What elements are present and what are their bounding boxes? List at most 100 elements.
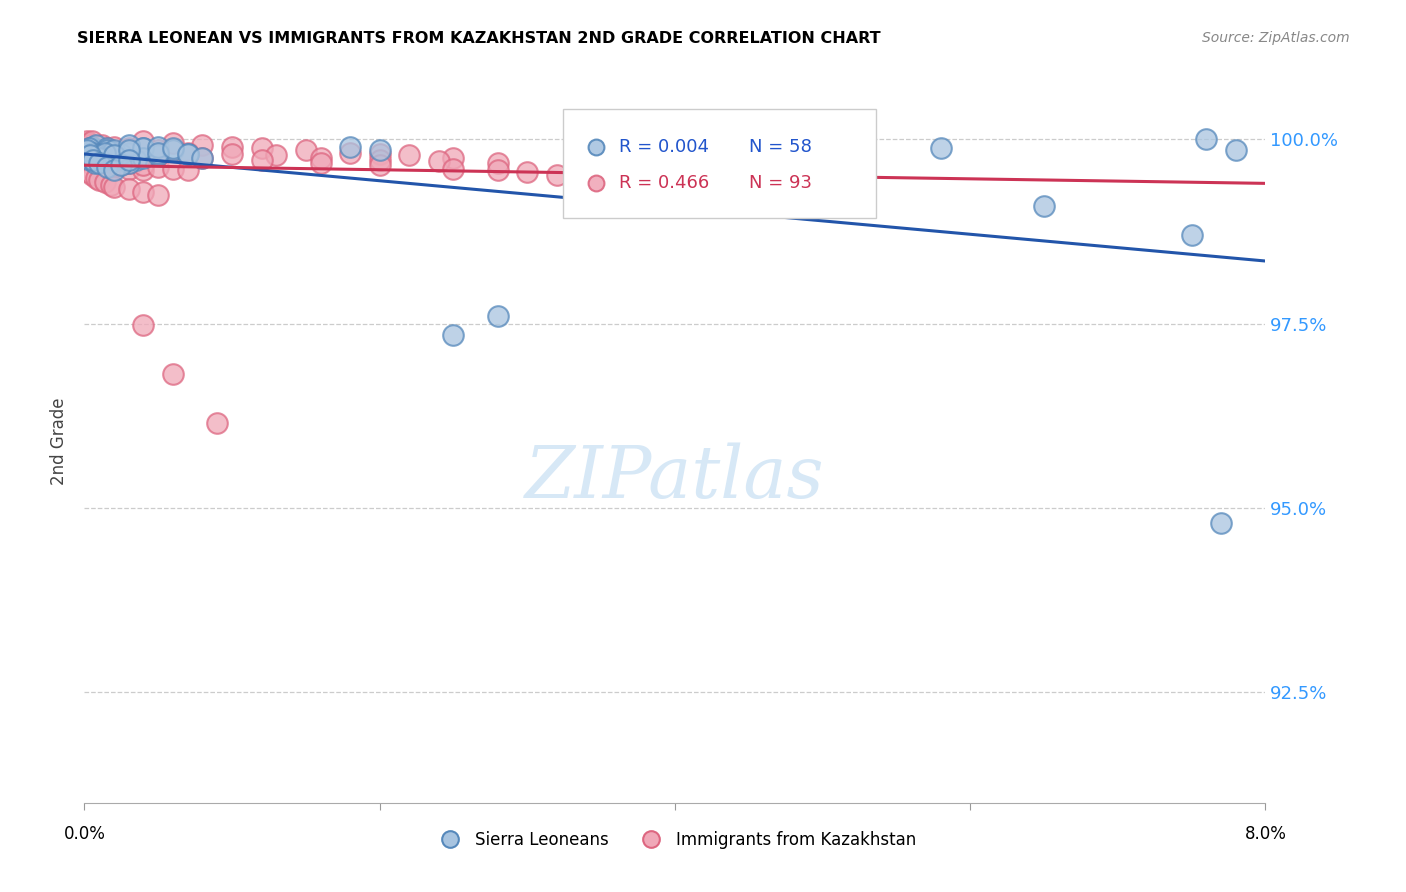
Point xyxy=(76,144,98,158)
Point xyxy=(87,156,111,170)
Y-axis label: 2nd Grade: 2nd Grade xyxy=(51,398,69,485)
Point xyxy=(76,134,98,148)
Point xyxy=(87,147,111,161)
Point xyxy=(118,144,141,158)
Point xyxy=(94,145,117,160)
Point xyxy=(443,151,465,165)
Legend: Sierra Leoneans, Immigrants from Kazakhstan: Sierra Leoneans, Immigrants from Kazakhs… xyxy=(427,824,922,856)
Point xyxy=(79,138,101,153)
Point xyxy=(80,147,103,161)
Point xyxy=(79,148,101,162)
Point xyxy=(250,153,273,167)
Point xyxy=(103,180,125,194)
Point xyxy=(84,138,107,153)
Point xyxy=(96,145,118,160)
Point xyxy=(162,144,184,158)
Point xyxy=(82,148,104,162)
Point xyxy=(82,145,104,160)
Point xyxy=(929,141,952,155)
Point xyxy=(103,139,125,153)
Point xyxy=(103,154,125,169)
Point xyxy=(80,134,103,148)
Point xyxy=(1033,199,1056,213)
Point xyxy=(91,151,114,165)
Point xyxy=(221,139,243,153)
Point xyxy=(132,141,155,155)
Point xyxy=(1181,228,1204,243)
Point xyxy=(309,151,332,165)
Point xyxy=(91,138,114,153)
Text: ZIPatlas: ZIPatlas xyxy=(524,442,825,513)
Point xyxy=(148,144,170,158)
Point xyxy=(79,145,101,160)
Point xyxy=(132,134,155,148)
Point xyxy=(110,148,132,162)
Point xyxy=(91,165,114,179)
Point xyxy=(1195,132,1218,146)
Point xyxy=(103,161,125,175)
Point xyxy=(132,186,155,200)
Text: 8.0%: 8.0% xyxy=(1244,825,1286,843)
Point xyxy=(250,141,273,155)
Point xyxy=(83,145,105,160)
Point xyxy=(118,153,141,167)
Point xyxy=(118,156,141,170)
Point xyxy=(118,182,141,196)
Point xyxy=(177,147,200,161)
Point xyxy=(84,151,107,165)
Point xyxy=(177,147,200,161)
Point xyxy=(91,151,114,165)
Point xyxy=(96,141,118,155)
Point xyxy=(118,138,141,153)
Point xyxy=(100,148,122,162)
Text: R = 0.004: R = 0.004 xyxy=(620,137,710,156)
Point xyxy=(148,139,170,153)
Point xyxy=(79,156,101,170)
Point xyxy=(96,161,118,175)
Point xyxy=(177,163,200,178)
Text: R = 0.466: R = 0.466 xyxy=(620,174,710,192)
Point xyxy=(148,145,170,160)
Point xyxy=(177,145,200,160)
Point xyxy=(82,158,104,172)
Point xyxy=(103,148,125,162)
Point xyxy=(110,147,132,161)
Point xyxy=(96,163,118,178)
Point xyxy=(110,151,132,165)
Point xyxy=(1211,516,1233,530)
Point xyxy=(368,147,391,161)
Text: N = 58: N = 58 xyxy=(749,137,813,156)
Point xyxy=(80,168,103,182)
Point xyxy=(82,139,104,153)
Point xyxy=(132,141,155,155)
Point xyxy=(148,148,170,162)
Point xyxy=(427,154,450,169)
Point xyxy=(148,187,170,202)
Point xyxy=(87,141,111,155)
Point xyxy=(162,161,184,176)
Text: N = 93: N = 93 xyxy=(749,174,813,192)
Point xyxy=(546,168,568,182)
Point xyxy=(79,145,101,160)
Point xyxy=(368,153,391,167)
Point xyxy=(87,154,111,169)
Point xyxy=(96,153,118,167)
Point xyxy=(132,318,155,332)
Point xyxy=(79,153,101,167)
Point xyxy=(339,145,361,160)
Point xyxy=(148,161,170,175)
Point xyxy=(77,141,100,155)
Point xyxy=(118,161,141,176)
Point xyxy=(264,148,288,162)
Point xyxy=(103,151,125,165)
Point xyxy=(125,153,148,167)
Point xyxy=(309,156,332,170)
Point xyxy=(94,175,117,189)
Point xyxy=(83,148,105,162)
Text: 0.0%: 0.0% xyxy=(63,825,105,843)
Point xyxy=(368,158,391,172)
Point xyxy=(191,151,214,165)
Point xyxy=(77,141,100,155)
Point xyxy=(162,136,184,150)
Point xyxy=(398,148,420,162)
